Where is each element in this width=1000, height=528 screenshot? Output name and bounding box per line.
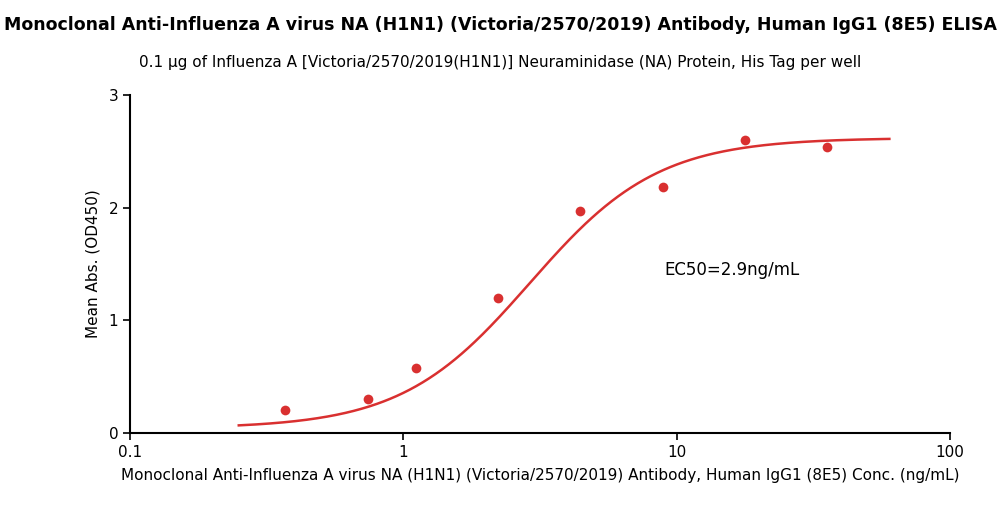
Text: 0.1 μg of Influenza A [Victoria/2570/2019(H1N1)] Neuraminidase (NA) Protein, His: 0.1 μg of Influenza A [Victoria/2570/201… bbox=[139, 55, 861, 70]
X-axis label: Monoclonal Anti-Influenza A virus NA (H1N1) (Victoria/2570/2019) Antibody, Human: Monoclonal Anti-Influenza A virus NA (H1… bbox=[121, 468, 959, 483]
Y-axis label: Mean Abs. (OD450): Mean Abs. (OD450) bbox=[85, 190, 100, 338]
Text: EC50=2.9ng/mL: EC50=2.9ng/mL bbox=[664, 261, 799, 279]
Text: Monoclonal Anti-Influenza A virus NA (H1N1) (Victoria/2570/2019) Antibody, Human: Monoclonal Anti-Influenza A virus NA (H1… bbox=[4, 16, 996, 34]
